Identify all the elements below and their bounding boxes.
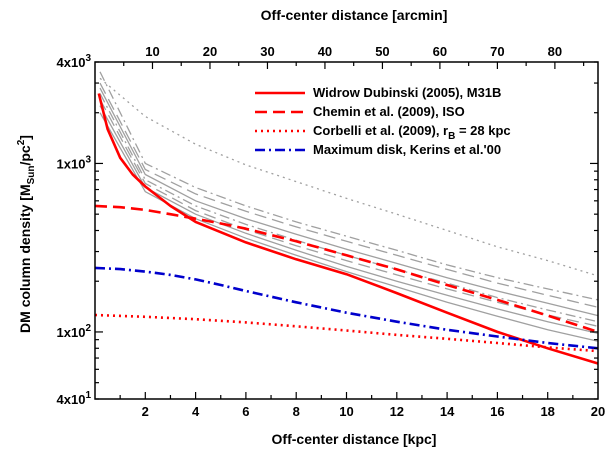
x2-tick-label: 10 [145, 44, 159, 59]
x2-axis-label: Off-center distance [arcmin] [261, 7, 448, 23]
axis-tick-labels: 2 4 6 8 10 12 14 16 18 20 10 20 30 40 50 60 70 80 4x103 1x1… [57, 44, 606, 419]
x-tick-label: 18 [540, 404, 554, 419]
x-tick-label: 10 [339, 404, 353, 419]
x2-tick-label: 80 [548, 44, 562, 59]
legend-label-4: Maximum disk, Kerins et al.'00 [313, 142, 501, 157]
legend-label-3: Corbelli et al. (2009), rB = 28 kpc [313, 123, 511, 142]
background-curve-3 [99, 82, 599, 308]
series-line-4 [94, 266, 599, 350]
x2-tick-label: 30 [260, 44, 274, 59]
series-line-2 [94, 204, 599, 334]
y-tick-label: 1x102 [57, 323, 92, 340]
model-curves-background [99, 71, 599, 342]
x-tick-label: 8 [293, 404, 300, 419]
background-curve-4 [99, 87, 599, 317]
series-line-1 [97, 93, 599, 365]
x2-tick-label: 70 [490, 44, 504, 59]
model-curves-highlighted [94, 93, 599, 365]
background-curve-7 [99, 105, 599, 335]
x2-tick-label: 20 [203, 44, 217, 59]
x-tick-label: 14 [440, 404, 455, 419]
background-curve-6 [99, 99, 599, 327]
background-curve-8 [99, 112, 599, 342]
y-tick-label: 1x103 [57, 154, 92, 171]
x2-tick-label: 50 [375, 44, 389, 59]
x-tick-label: 12 [390, 404, 404, 419]
axis-ticks [95, 61, 598, 400]
x-axis-label: Off-center distance [kpc] [272, 431, 437, 447]
series-line-3 [94, 313, 599, 353]
x-tick-label: 16 [490, 404, 504, 419]
x-tick-label: 4 [192, 404, 200, 419]
x-tick-label: 20 [591, 404, 605, 419]
x2-tick-label: 60 [433, 44, 447, 59]
x2-tick-label: 40 [318, 44, 332, 59]
background-curve-5 [99, 93, 599, 323]
background-curve-1 [99, 77, 599, 277]
legend: Widrow Dubinski (2005), M31B Chemin et al… [255, 85, 511, 157]
legend-label-1: Widrow Dubinski (2005), M31B [313, 85, 501, 100]
y-tick-label: 4x101 [57, 390, 92, 407]
legend-label-2: Chemin et al. (2009), ISO [313, 104, 465, 119]
y-tick-label: 4x103 [57, 53, 92, 70]
y-axis-label: DM column density [MSun/pc2] [16, 135, 37, 333]
x-tick-label: 6 [242, 404, 249, 419]
x-tick-label: 2 [142, 404, 149, 419]
